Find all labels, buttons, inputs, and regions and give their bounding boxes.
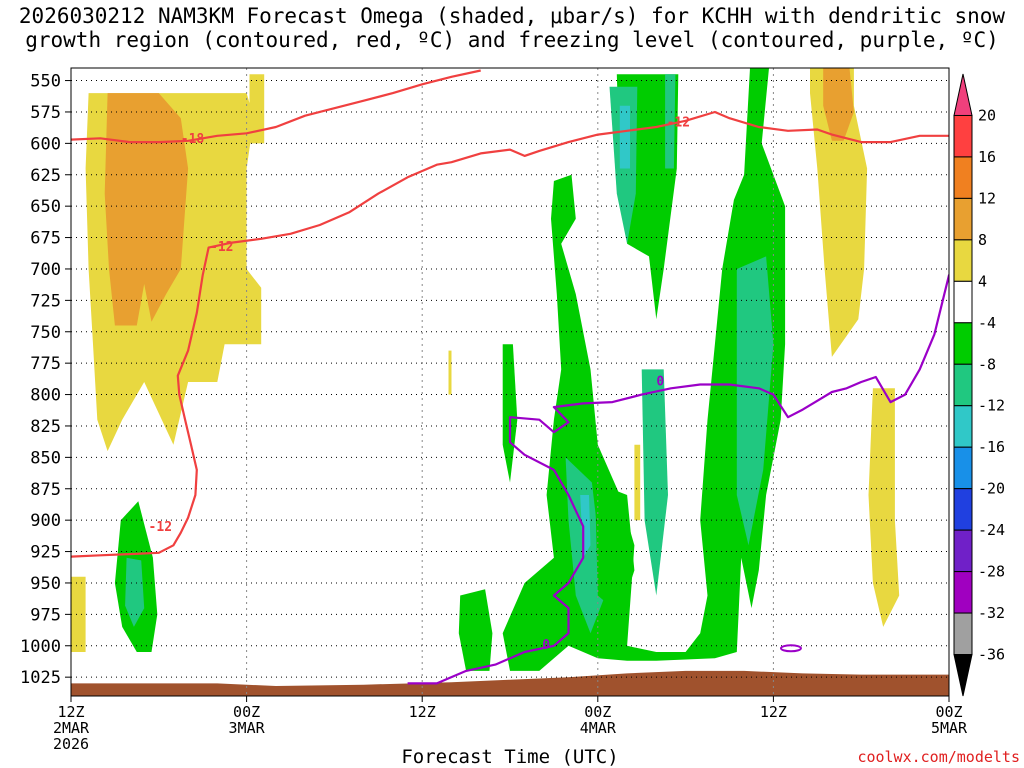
omega-region-10 (125, 557, 145, 627)
y-tick-label: 875 (30, 480, 61, 500)
colorbar-cell (953, 363, 973, 407)
y-tick-label: 800 (30, 386, 61, 406)
y-tick-label: 950 (30, 574, 61, 594)
colorbar-cell (953, 156, 973, 199)
omega-region-3 (71, 576, 86, 652)
y-tick-label: 750 (30, 323, 61, 343)
freezing-level-contour (407, 274, 949, 685)
omega-region-2 (249, 74, 265, 144)
y-tick-label: 700 (30, 260, 61, 280)
x-tick-label: 00Z (584, 703, 611, 721)
colorbar-label: 8 (978, 231, 987, 249)
colorbar-cell (953, 571, 973, 614)
colorbar-label: -28 (978, 563, 1005, 581)
y-tick-label: 925 (30, 543, 61, 563)
dgz-contour-minus18-label: -18 (181, 132, 205, 147)
credit-text: coolwx.com/modelts (857, 748, 1020, 766)
freezing-level-contour-label: 0 (656, 374, 664, 389)
x-tick-label: 00Z (233, 703, 260, 721)
y-tick-label: 575 (30, 103, 61, 123)
colorbar-label: 16 (978, 148, 996, 166)
x-tick-label: 12Z (57, 703, 84, 721)
colorbar-label: -24 (978, 521, 1005, 539)
colorbar-cell (953, 612, 973, 656)
colorbar-cell (953, 197, 973, 241)
colorbar-cell (953, 488, 973, 531)
plot-frame (70, 67, 950, 697)
x-tick-label: 2MAR (53, 719, 90, 737)
y-tick-label: 825 (30, 417, 61, 437)
colorbar: 20 16 12 8 4 -4 -8 -12 -16 -20 -24 -28 -32 -36 (953, 73, 1005, 697)
colorbar-label: -36 (978, 646, 1005, 664)
y-tick-label: 1025 (20, 668, 61, 688)
omega-region-22 (594, 482, 635, 615)
x-tick-label: 3MAR (229, 719, 266, 737)
colorbar-label: -16 (978, 438, 1005, 456)
dgz-contour-minus18 (71, 69, 481, 144)
colorbar-cell (953, 73, 973, 116)
colorbar-cell (953, 529, 973, 573)
colorbar-label: 20 (978, 106, 996, 124)
colorbar-cell (953, 280, 973, 324)
omega-region-16 (619, 105, 630, 169)
dgz-contour-minus12 (71, 110, 949, 558)
y-axis: 550 575 600 625 650 675 700 725 750 775 800 825 850 8… (20, 72, 71, 688)
colorbar-label: 12 (978, 189, 996, 207)
x-tick-label: 2026 (53, 735, 89, 753)
omega-region-7 (448, 350, 452, 395)
y-tick-label: 725 (30, 291, 61, 311)
colorbar-cell (953, 322, 973, 365)
x-axis-label: Forecast Time (UTC) (401, 746, 619, 768)
chart-title-line1: 2026030212 NAM3KM Forecast Omega (shaded… (18, 4, 1006, 28)
omega-shading (71, 68, 949, 696)
omega-region-5 (823, 68, 854, 141)
x-tick-label: 12Z (760, 703, 787, 721)
dgz-contour-minus12-label: -12 (149, 520, 172, 535)
colorbar-label: -20 (978, 480, 1005, 498)
x-tick-label: 5MAR (931, 719, 968, 737)
colorbar-label: -32 (978, 604, 1005, 622)
y-tick-label: 650 (30, 197, 61, 217)
colorbar-cell (953, 239, 973, 282)
freezing-level-small-loop (779, 644, 802, 653)
omega-region-17 (665, 74, 676, 169)
y-tick-label: 600 (30, 134, 61, 154)
y-tick-label: 675 (30, 229, 61, 249)
y-tick-label: 850 (30, 448, 61, 468)
y-tick-label: 550 (30, 72, 61, 92)
x-tick-label: 4MAR (580, 719, 617, 737)
omega-region-1 (104, 93, 189, 326)
freezing-level-contour-label: 0 (542, 638, 550, 653)
y-tick-label: 625 (30, 166, 61, 186)
colorbar-cell (953, 405, 973, 448)
colorbar-label: -4 (978, 314, 996, 332)
omega-region-18 (736, 256, 774, 546)
x-tick-label: 00Z (935, 703, 962, 721)
y-tick-label: 1000 (20, 637, 61, 657)
omega-region-12 (502, 344, 518, 483)
colorbar-cell (953, 114, 973, 158)
omega-region-11 (458, 589, 493, 671)
y-tick-label: 975 (30, 605, 61, 625)
colorbar-cell (953, 446, 973, 490)
omega-region-8 (634, 444, 641, 521)
y-tick-label: 775 (30, 354, 61, 374)
chart-title: 2026030212 NAM3KM Forecast Omega (shaded… (0, 4, 1024, 52)
colorbar-label: 4 (978, 272, 987, 290)
dgz-contour-minus12-label: -12 (210, 240, 233, 255)
colorbar-label: -12 (978, 397, 1005, 415)
dgz-contour-minus12-label: -12 (667, 116, 690, 131)
colorbar-label: -8 (978, 355, 996, 373)
y-tick-label: 900 (30, 511, 61, 531)
x-tick-label: 12Z (409, 703, 436, 721)
colorbar-cell (953, 654, 973, 697)
contours: -18 -12 -12 -12 0 0 (71, 69, 949, 685)
ground-terrain (71, 670, 949, 696)
omega-region-6 (868, 388, 900, 627)
chart-title-line2: growth region (contoured, red, ºC) and f… (25, 28, 999, 52)
